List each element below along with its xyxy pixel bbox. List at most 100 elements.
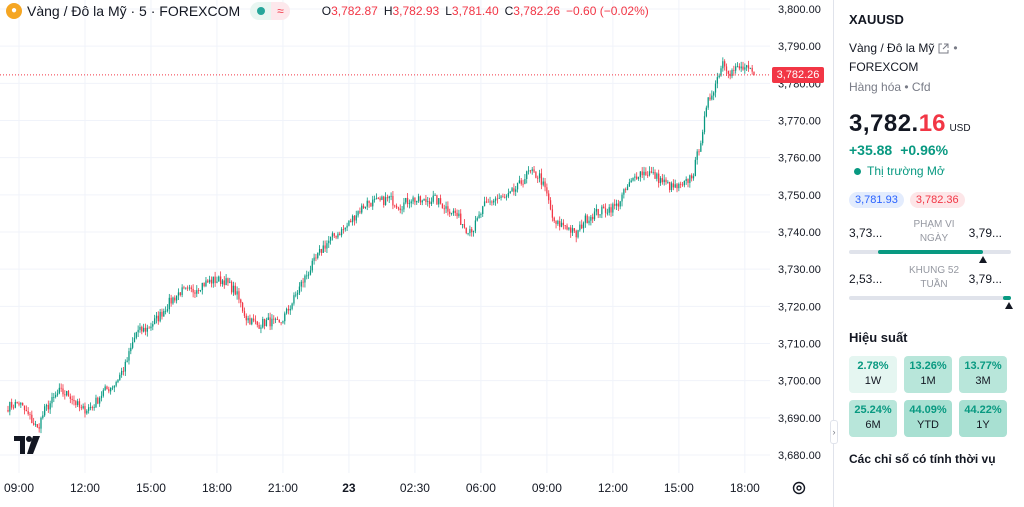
bid-price: 3,781.93 xyxy=(849,192,904,208)
candle-body xyxy=(311,260,313,271)
candle-body xyxy=(12,407,15,409)
candle-body xyxy=(586,215,588,224)
high-label: H xyxy=(383,4,393,18)
candle-body xyxy=(480,214,482,215)
day-range-marker-icon xyxy=(979,256,988,263)
candle-body xyxy=(350,220,352,223)
week52-range-track xyxy=(849,296,1011,300)
chart-area[interactable]: 3,800.00 3,790.00 3,780.00 3,770.00 3,760.00… xyxy=(0,0,834,507)
week52-range-marker-icon xyxy=(1005,302,1014,309)
candle-body xyxy=(496,198,499,200)
status-pill[interactable]: ≈ xyxy=(250,2,290,20)
candle-body xyxy=(364,206,367,209)
candle-body xyxy=(322,245,324,253)
x-tick-label: 06:00 xyxy=(466,481,496,495)
candle-body xyxy=(724,61,726,67)
candle-body xyxy=(9,401,11,412)
candle-body xyxy=(612,204,614,213)
candle-body xyxy=(518,180,521,183)
y-tick-label: 3,760.00 xyxy=(778,153,821,165)
candle-body xyxy=(273,318,275,320)
candle-body xyxy=(687,178,689,183)
candle-body xyxy=(729,73,731,77)
candle-body xyxy=(467,233,469,234)
price-chart[interactable]: 3,800.003,790.003,780.003,770.003,760.00… xyxy=(0,0,834,507)
candle-body xyxy=(271,318,273,327)
candle-body xyxy=(511,188,513,192)
perf-label: YTD xyxy=(917,419,939,431)
candle-body xyxy=(148,327,150,329)
candle-body xyxy=(170,297,172,304)
candle-body xyxy=(713,92,715,96)
perf-6m[interactable]: 25.24% 6M xyxy=(849,400,897,437)
candle-body xyxy=(441,203,444,209)
candle-body xyxy=(672,183,674,188)
tradingview-logo-icon[interactable] xyxy=(14,436,40,454)
perf-value: 2.78% xyxy=(857,360,889,372)
seasonal-indicators-title[interactable]: Các chỉ số có tính thời vụ xyxy=(849,452,996,466)
perf-ytd[interactable]: 44.09% YTD xyxy=(904,400,952,437)
candle-body xyxy=(190,287,192,289)
candle-body xyxy=(97,397,99,404)
candle-body xyxy=(16,401,18,404)
external-link-icon[interactable] xyxy=(938,43,949,54)
candle-body xyxy=(278,319,280,323)
perf-1y[interactable]: 44.22% 1Y xyxy=(959,400,1007,437)
week52-range-high: 3,79... xyxy=(968,272,1002,286)
candle-body xyxy=(698,151,700,153)
candle-body xyxy=(683,180,685,186)
candle-body xyxy=(75,401,77,405)
candle-body xyxy=(619,201,621,207)
x-tick-label: 15:00 xyxy=(664,481,694,495)
candle-body xyxy=(38,427,40,429)
gold-coin-icon: ● xyxy=(6,3,22,19)
candle-body xyxy=(128,351,130,361)
candle-body xyxy=(291,303,293,309)
candle-body xyxy=(284,313,286,322)
candle-body xyxy=(181,287,183,295)
gear-icon[interactable] xyxy=(791,480,807,496)
candle-body xyxy=(157,315,159,322)
candle-body xyxy=(669,181,671,190)
perf-3m[interactable]: 13.77% 3M xyxy=(959,356,1007,393)
symbol-title[interactable]: Vàng / Đô la Mỹ · 5 · FOREXCOM xyxy=(27,3,241,19)
candle-body xyxy=(493,200,495,203)
perf-1w[interactable]: 2.78% 1W xyxy=(849,356,897,393)
candle-body xyxy=(159,311,161,322)
candle-body xyxy=(267,317,269,321)
candle-body xyxy=(489,201,491,203)
candle-body xyxy=(359,211,361,213)
y-tick-label: 3,720.00 xyxy=(778,301,821,313)
candle-body xyxy=(287,308,290,311)
candle-body xyxy=(282,321,284,323)
candle-body xyxy=(258,324,260,329)
day-range-high: 3,79... xyxy=(968,226,1002,240)
candle-body xyxy=(111,387,114,389)
candle-body xyxy=(414,197,416,203)
panel-divider xyxy=(833,0,834,507)
candle-body xyxy=(696,151,698,160)
performance-grid: 2.78% 1W 13.26% 1M 13.77% 3M 25.24% 6M 44.09… xyxy=(849,356,1010,437)
candle-body xyxy=(216,281,218,283)
collapse-panel-handle[interactable]: › xyxy=(830,420,838,444)
candle-body xyxy=(64,394,66,396)
perf-1m[interactable]: 13.26% 1M xyxy=(904,356,952,393)
candle-body xyxy=(412,197,414,202)
symbol-ticker[interactable]: XAUUSD xyxy=(849,12,904,27)
candle-body xyxy=(430,201,433,205)
candle-body xyxy=(302,281,304,283)
y-tick-label: 3,750.00 xyxy=(778,190,821,202)
candle-body xyxy=(516,182,519,190)
market-open-icon xyxy=(854,167,861,175)
close-label: C xyxy=(504,4,514,18)
candle-body xyxy=(225,278,227,286)
candle-body xyxy=(58,387,60,394)
exchange-name[interactable]: FOREXCOM xyxy=(849,60,919,74)
price-integer: 3,782. xyxy=(849,110,919,137)
candle-body xyxy=(509,191,511,193)
candle-body xyxy=(438,198,440,205)
candle-body xyxy=(395,205,398,208)
symbol-details-panel: XAUUSD Vàng / Đô la Mỹ • FOREXCOM Hàng h… xyxy=(835,0,1024,507)
candle-body xyxy=(45,405,48,407)
candle-body xyxy=(439,198,442,204)
